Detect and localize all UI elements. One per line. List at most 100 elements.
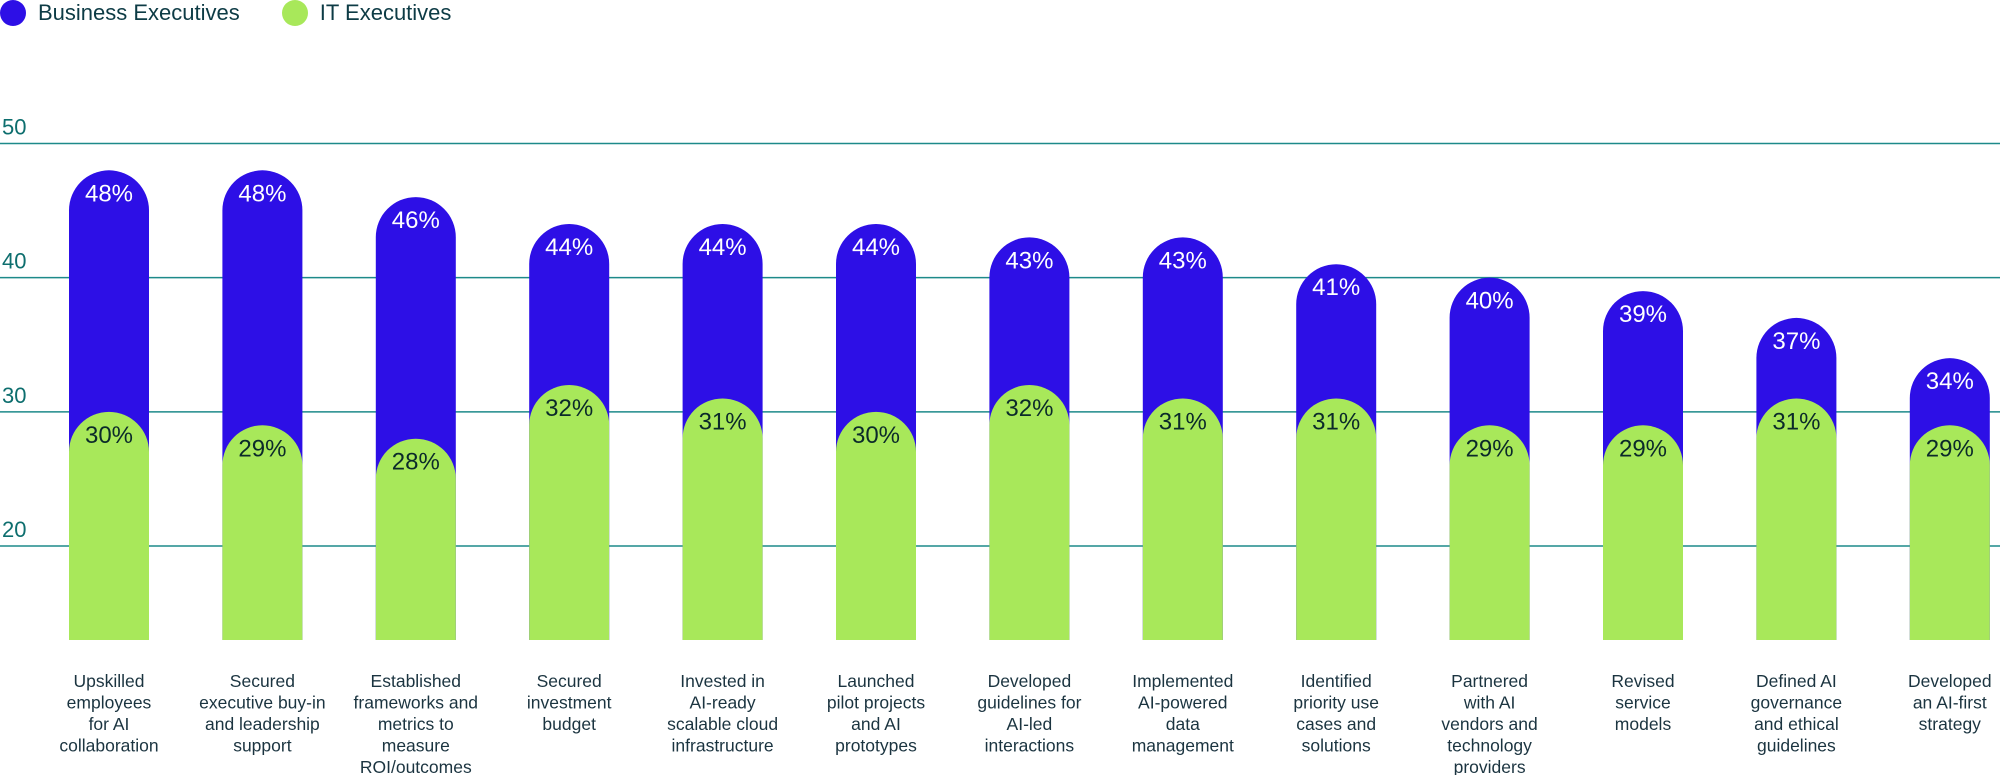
category-label-line: interactions xyxy=(985,736,1075,756)
data-label-it: 29% xyxy=(238,435,286,462)
category-label-line: employees xyxy=(67,693,152,713)
chart-legend: Business Executives IT Executives xyxy=(0,0,493,26)
category-label-line: ROI/outcomes xyxy=(360,757,472,775)
category-label-line: Developed xyxy=(988,671,1072,691)
category-label-line: guidelines for xyxy=(977,693,1081,713)
category-label-line: Identified xyxy=(1301,671,1372,691)
category-label-line: scalable cloud xyxy=(667,714,778,734)
category-label: Upskilled employees for AI collaboration xyxy=(59,671,158,756)
bar-it-executives xyxy=(682,398,763,640)
category-label-line: and ethical xyxy=(1754,714,1839,734)
bar-it-executives xyxy=(375,438,456,640)
data-label-it: 31% xyxy=(699,408,747,435)
bar-it-executives xyxy=(1449,425,1530,640)
legend-item-business: Business Executives xyxy=(0,0,240,26)
category-label-line: metrics to xyxy=(378,714,454,734)
category-label: Developed an AI-first strategy xyxy=(1908,671,1992,734)
data-label-business: 34% xyxy=(1926,368,1974,395)
category-label-line: Upskilled xyxy=(74,671,145,691)
category-label-line: for AI xyxy=(89,714,130,734)
data-label-it: 31% xyxy=(1772,408,1820,435)
category-label-line: AI-led xyxy=(1007,714,1053,734)
y-tick-label: 40 xyxy=(2,249,26,274)
category-label: Established frameworks and metrics to measu… xyxy=(354,671,479,775)
data-label-business: 43% xyxy=(1005,247,1053,274)
data-label-it: 31% xyxy=(1312,408,1360,435)
category-label-line: infrastructure xyxy=(672,736,774,756)
bar-it-executives xyxy=(529,385,610,640)
category-label-line: guidelines xyxy=(1757,736,1836,756)
category-label: Invested in AI-ready scalable cloud infrast… xyxy=(667,671,778,756)
category-label-line: AI-ready xyxy=(690,693,756,713)
category-label-line: executive buy-in xyxy=(199,693,325,713)
category-label: Secured executive buy-in and leadership sup… xyxy=(199,671,325,756)
category-label-line: solutions xyxy=(1302,736,1371,756)
category-label: Developed guidelines for AI-led interaction… xyxy=(977,671,1081,756)
category-label-line: cases and xyxy=(1296,714,1376,734)
bar-it-executives xyxy=(1909,425,1990,640)
data-label-business: 41% xyxy=(1312,274,1360,301)
category-label: Partnered with AI vendors and technology pro… xyxy=(1441,671,1537,775)
category-label-line: an AI-first xyxy=(1913,693,1987,713)
data-label-business: 39% xyxy=(1619,301,1667,328)
category-label-line: technology xyxy=(1447,736,1532,756)
category-label: Revised service models xyxy=(1611,671,1674,734)
y-tick-label: 20 xyxy=(2,517,26,542)
data-label-it: 30% xyxy=(85,422,133,449)
category-label-line: governance xyxy=(1751,693,1842,713)
category-label-line: Established xyxy=(371,671,461,691)
data-label-business: 46% xyxy=(392,207,440,234)
category-label-line: and leadership xyxy=(205,714,320,734)
y-tick-label: 30 xyxy=(2,383,26,408)
legend-label-it: IT Executives xyxy=(319,0,452,25)
data-label-it: 32% xyxy=(1005,395,1053,422)
category-label-line: prototypes xyxy=(835,736,917,756)
bar-it-executives xyxy=(1756,398,1837,640)
category-label-line: Secured xyxy=(230,671,295,691)
category-label-line: Launched xyxy=(838,671,915,691)
category-label-line: vendors and xyxy=(1441,714,1537,734)
category-label: Identified priority use cases and solutions xyxy=(1293,671,1379,756)
category-label-line: Revised xyxy=(1611,671,1674,691)
legend-swatch-it xyxy=(281,0,308,26)
data-label-business: 48% xyxy=(238,180,286,207)
data-label-it: 31% xyxy=(1159,408,1207,435)
category-label-line: support xyxy=(233,736,292,756)
data-label-business: 44% xyxy=(699,234,747,261)
category-label-line: Secured xyxy=(537,671,602,691)
data-label-business: 44% xyxy=(852,234,900,261)
data-label-it: 29% xyxy=(1926,435,1974,462)
category-label-line: Invested in xyxy=(680,671,765,691)
category-label-line: and AI xyxy=(851,714,901,734)
data-label-it: 28% xyxy=(392,449,440,476)
category-label-line: priority use xyxy=(1293,693,1379,713)
bar-it-executives xyxy=(1603,425,1683,640)
legend-swatch-business xyxy=(0,0,26,26)
legend-label-business: Business Executives xyxy=(38,0,240,25)
category-labels-layer: Upskilled employees for AI collaboration Sec… xyxy=(59,671,1991,775)
category-label-line: collaboration xyxy=(59,736,158,756)
data-label-business: 48% xyxy=(85,180,133,207)
bar-it-executives xyxy=(989,385,1070,640)
data-label-business: 37% xyxy=(1772,328,1820,355)
data-label-it: 29% xyxy=(1619,435,1667,462)
category-label-line: investment xyxy=(527,693,612,713)
category-label: Launched pilot projects and AI prototypes xyxy=(827,671,925,756)
data-label-it: 30% xyxy=(852,422,900,449)
category-label-line: service xyxy=(1615,693,1670,713)
category-label-line: frameworks and xyxy=(354,693,479,713)
bar-it-executives xyxy=(69,411,149,640)
data-label-business: 43% xyxy=(1159,247,1207,274)
bar-it-executives xyxy=(1142,398,1223,640)
bar-it-executives xyxy=(836,411,916,640)
legend-item-it: IT Executives xyxy=(281,0,452,26)
category-label-line: Partnered xyxy=(1451,671,1528,691)
category-label-line: data xyxy=(1166,714,1200,734)
category-label-line: models xyxy=(1615,714,1672,734)
category-label-line: Defined AI xyxy=(1756,671,1837,691)
category-label-line: measure xyxy=(382,736,450,756)
category-label: Secured investment budget xyxy=(527,671,612,734)
category-label-line: pilot projects xyxy=(827,693,925,713)
bar-it-executives xyxy=(222,425,303,640)
